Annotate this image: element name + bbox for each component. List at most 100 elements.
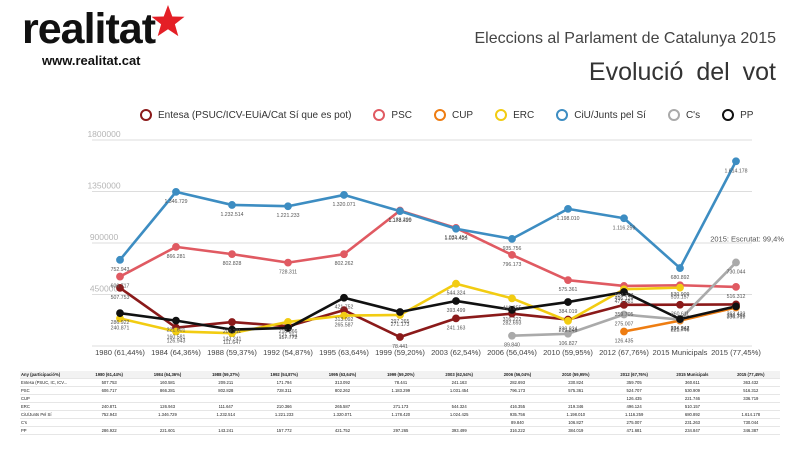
line-chart: 450000 900000 1350000 1800000 1980 (61,44%)… xyxy=(87,129,784,357)
table-cell xyxy=(488,394,547,403)
table-row: PP 286.922 221.601 143.241 157.772 421.752 297… xyxy=(20,426,780,435)
table-row-label: PSC xyxy=(20,386,80,395)
table-row-label: CiU/Junts Pel Sí xyxy=(20,410,80,419)
star-icon xyxy=(151,5,185,37)
chart-title: Eleccions al Parlament de Catalunya 2015 xyxy=(474,30,776,47)
y-tick-label: 900000 xyxy=(90,232,119,242)
table-header-cell: 2012 (67,76%) xyxy=(604,371,664,379)
data-point xyxy=(508,294,516,303)
table-cell: 416.355 xyxy=(488,402,547,411)
data-label: 728.311 xyxy=(279,270,297,276)
table-cell: 219.346 xyxy=(546,402,605,411)
x-tick-label: 1995 (63,64%) xyxy=(319,348,369,357)
data-point xyxy=(340,250,348,259)
table-cell: 866.281 xyxy=(138,386,197,395)
table-cell: 157.772 xyxy=(254,426,314,435)
table-cell xyxy=(254,418,314,427)
data-point xyxy=(228,250,236,259)
table-cell: 1.614.178 xyxy=(721,410,780,419)
data-point xyxy=(172,327,180,336)
data-point xyxy=(676,264,684,272)
legend-label: ERC xyxy=(513,109,535,121)
data-label: 126.435 xyxy=(615,339,634,345)
data-point xyxy=(116,309,124,318)
table-cell xyxy=(371,394,430,403)
x-tick-label: 2003 (62,54%) xyxy=(431,348,481,357)
data-point xyxy=(340,191,348,199)
table-row: CUP 126.435 221.746 336.719 xyxy=(20,394,780,403)
data-point xyxy=(732,157,740,166)
legend-marker xyxy=(140,109,152,121)
legend-marker xyxy=(495,109,508,121)
x-tick-label: 1992 (54,87%) xyxy=(263,348,313,357)
data-label: 1.346.729 xyxy=(164,199,187,205)
data-point xyxy=(396,333,404,341)
data-label: 78.441 xyxy=(392,344,408,350)
data-label: 111.647 xyxy=(223,340,241,346)
data-label: 1.178.420 xyxy=(388,218,411,224)
data-point xyxy=(508,331,516,340)
data-label: 171.794 xyxy=(279,333,298,339)
table-cell: 796.173 xyxy=(488,386,547,395)
data-label: 297.265 xyxy=(391,319,410,325)
data-label: 416.355 xyxy=(503,305,522,311)
legend-marker xyxy=(556,109,569,121)
data-point xyxy=(172,316,180,325)
table-cell xyxy=(138,418,197,427)
data-point xyxy=(564,276,572,285)
data-label: 282.693 xyxy=(503,321,522,327)
data-label: 89.840 xyxy=(504,343,520,349)
data-label: 524.707 xyxy=(615,293,634,299)
data-point xyxy=(172,187,180,196)
data-label: 1.320.071 xyxy=(332,202,355,208)
table-cell: 209.211 xyxy=(196,378,255,387)
table-cell: 530.909 xyxy=(663,386,722,395)
table-cell: 752.943 xyxy=(80,410,139,419)
data-label: 516.312 xyxy=(727,294,746,300)
table-cell: 575.361 xyxy=(546,386,605,395)
data-label: 346.387 xyxy=(727,313,746,319)
table-cell xyxy=(80,418,139,427)
table-row: ERC 240.871 126.943 111.647 210.366 265.587 27… xyxy=(20,402,780,411)
series-line xyxy=(118,160,738,270)
table-row-label: ERC xyxy=(20,402,80,411)
data-label: 1.116.259 xyxy=(613,225,636,231)
data-point xyxy=(732,302,740,311)
data-label: 157.772 xyxy=(279,335,298,341)
table-cell: 241.163 xyxy=(429,378,489,387)
table-row-label: Entesa (PSUC, IC, ICV... xyxy=(20,378,80,387)
legend-item: ERC xyxy=(495,109,534,121)
table-cell xyxy=(313,418,372,427)
count-annotation: 2015: Escrutat: 99,4% xyxy=(710,234,784,243)
legend-item: PP xyxy=(722,109,753,121)
legend-marker xyxy=(373,109,386,121)
table-cell: 171.794 xyxy=(254,378,314,387)
data-label: 730.044 xyxy=(727,269,746,275)
x-tick-label: 1980 (61,44%) xyxy=(95,348,145,357)
data-label: 286.922 xyxy=(111,320,130,326)
table-cell xyxy=(80,394,139,403)
data-label: 935.756 xyxy=(503,246,522,252)
data-point xyxy=(452,279,460,288)
table-cell: 421.752 xyxy=(313,426,372,435)
data-table: Any (participació%) 1980 (61,44%) 1984 (64… xyxy=(20,371,780,435)
table-header-cell: 1988 (59,37%) xyxy=(196,371,255,379)
data-label: 866.281 xyxy=(167,254,186,260)
data-label: 752.943 xyxy=(111,267,130,273)
data-label: 530.909 xyxy=(671,292,690,298)
data-point xyxy=(228,318,236,326)
table-cell: 1.198.010 xyxy=(546,410,605,419)
table-cell: 802.262 xyxy=(313,386,372,395)
table-cell: 313.092 xyxy=(313,378,372,387)
table-cell: 524.707 xyxy=(604,386,664,395)
table-row: C's 89.840 106.827 275.007 231.263 730.044 xyxy=(20,418,780,427)
realitat-logo: realitat www.realitat.cat xyxy=(22,8,156,69)
data-point xyxy=(732,283,740,291)
table-cell: 111.647 xyxy=(196,402,255,411)
table-header-cell: 1980 (61,44%) xyxy=(80,371,139,379)
legend-item: C's xyxy=(667,109,700,121)
table-cell: 802.828 xyxy=(196,386,255,395)
table-cell xyxy=(429,394,489,403)
data-label: 1.221.233 xyxy=(276,213,299,219)
data-label: 316.222 xyxy=(503,317,522,323)
